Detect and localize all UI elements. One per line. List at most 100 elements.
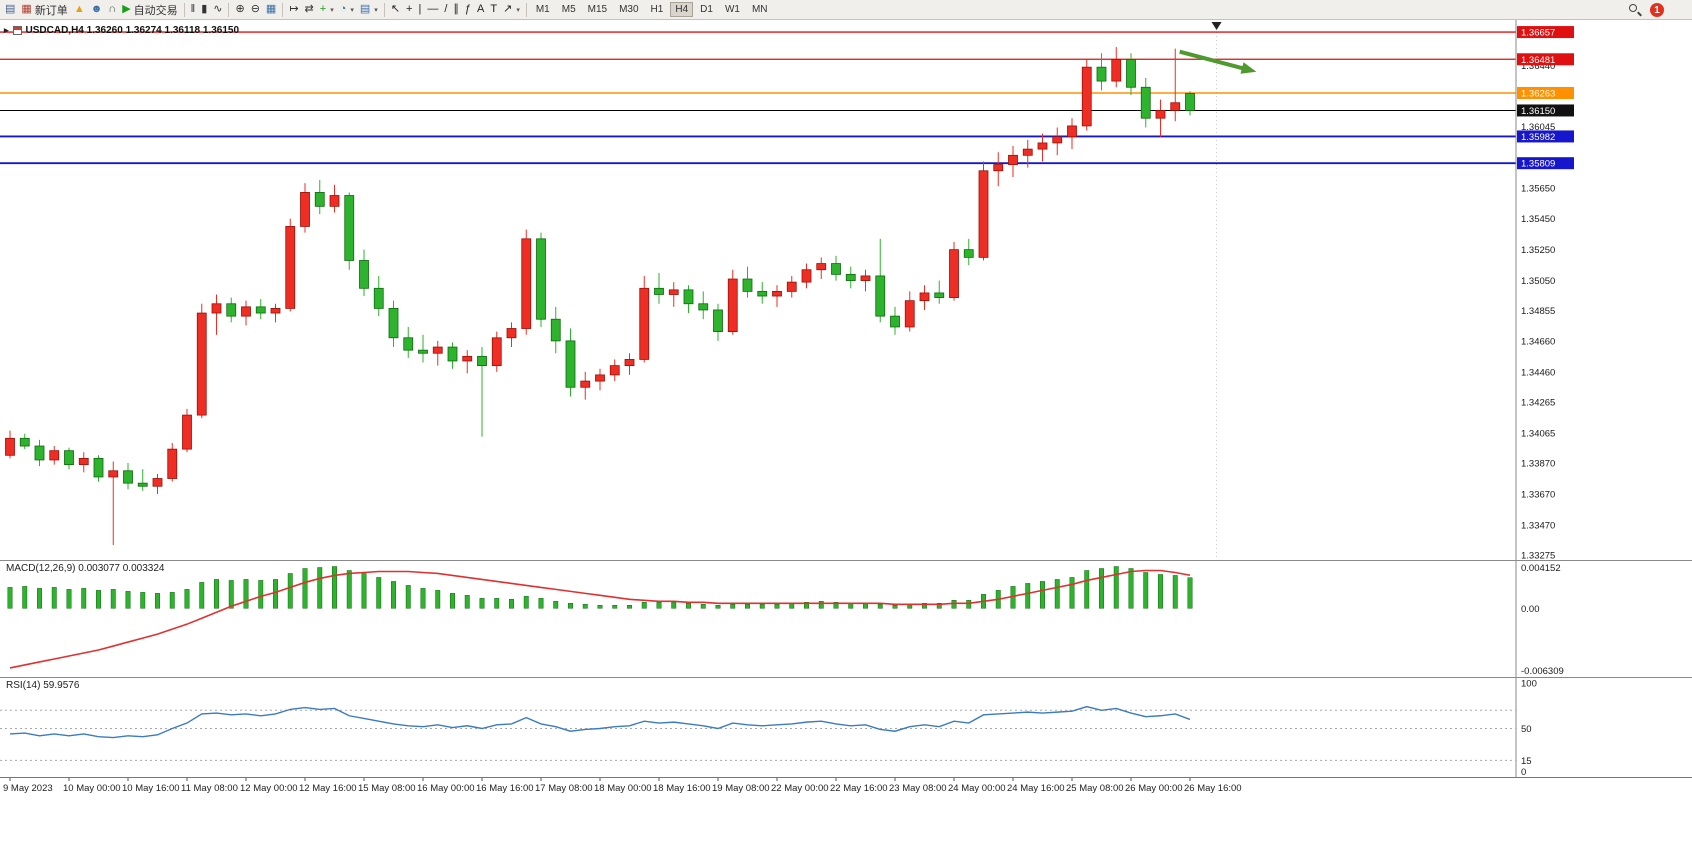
toolbar-separator <box>183 2 185 17</box>
autotrading-button[interactable]: ▶ 自动交易 <box>119 1 180 19</box>
zoom-out-button[interactable]: ⊖ <box>248 1 263 19</box>
zoom-in-button[interactable]: ⊕ <box>232 1 247 19</box>
svg-text:1.33470: 1.33470 <box>1521 520 1555 531</box>
svg-text:19 May 08:00: 19 May 08:00 <box>712 783 770 794</box>
crosshair-icon: + <box>406 3 413 15</box>
tile-windows-button[interactable]: ▦ <box>263 1 279 19</box>
svg-text:1.34065: 1.34065 <box>1521 428 1555 439</box>
market-watch-icon: ☻ <box>90 3 103 15</box>
timeframe-m1-button[interactable]: M1 <box>535 4 550 15</box>
arrows-icon: ↗ <box>503 3 513 15</box>
timeframe-mn-button[interactable]: MN <box>751 4 768 15</box>
indicators-button[interactable]: + ▾ <box>317 1 337 19</box>
arrows-button[interactable]: ↗ ▾ <box>500 1 523 19</box>
svg-text:1.33870: 1.33870 <box>1521 459 1555 470</box>
auto-scroll-button[interactable]: ⇄ <box>302 1 317 19</box>
bar-chart-button[interactable]: ‖ <box>188 1 199 19</box>
macd-panel-canvas[interactable]: 0.004152 0.00 -0.006309 <box>0 560 1692 677</box>
market-watch-button[interactable]: ☻ <box>88 1 106 19</box>
svg-text:15: 15 <box>1521 756 1532 767</box>
templates-button[interactable]: ▤ ▾ <box>357 1 381 19</box>
channel-button[interactable]: ∥ <box>450 1 462 19</box>
autotrading-label: 自动交易 <box>133 4 178 17</box>
search-icon[interactable] <box>1629 3 1642 17</box>
svg-text:1.33275: 1.33275 <box>1521 551 1555 560</box>
fibonacci-icon: ƒ <box>464 3 472 15</box>
text-button[interactable]: A <box>474 1 487 19</box>
periods-dropdown-icon[interactable]: ▾ <box>350 6 354 14</box>
toolbar-separator <box>383 2 385 17</box>
rsi-panel-canvas[interactable]: 100 50 150 <box>0 677 1692 777</box>
timeframe-m5-button[interactable]: M5 <box>561 4 576 15</box>
metaeditor-button[interactable]: ▲ <box>71 1 88 19</box>
timeframe-m30-button[interactable]: M30 <box>619 4 639 15</box>
chart-title: ▸ USDCAD,H4 1.36260 1.36274 1.36118 1.36… <box>4 25 239 36</box>
svg-text:1.35050: 1.35050 <box>1521 276 1555 287</box>
cursor-button[interactable]: ↖ <box>388 1 403 19</box>
price-chart-canvas[interactable]: 1.36440 1.36045 1.35650 1.35450 1.35250 1.350… <box>0 20 1692 560</box>
toolbar: ▤ ▦ 新订单 ▲ ☻ ∩ ▶ 自动交易 ‖ ▮ ∿ ⊕ ⊖ ▦ ↦ ⇄ + ▾ ◔ ▾ ▤ ▾ ↖ + | — / ∥ ƒ A T ↗ ▾ M1… <box>0 0 1692 20</box>
vertical-line-button[interactable]: | <box>415 1 424 19</box>
new-order-button[interactable]: ▦ 新订单 <box>18 1 70 19</box>
svg-text:18 May 00:00: 18 May 00:00 <box>594 783 652 794</box>
new-order-label: 新订单 <box>34 4 68 17</box>
rsi-axis-labels: 100 50 150 <box>1521 679 1537 778</box>
notification-badge[interactable]: 1 <box>1650 3 1664 17</box>
tile-windows-icon: ▦ <box>265 3 277 15</box>
timeframe-d1-button[interactable]: D1 <box>700 4 713 15</box>
price-badge-1.35809 <box>1517 157 1574 170</box>
svg-text:1.35250: 1.35250 <box>1521 245 1555 256</box>
crosshair-button[interactable]: + <box>403 1 415 19</box>
svg-text:-0.006309: -0.006309 <box>1521 666 1564 677</box>
svg-text:22 May 00:00: 22 May 00:00 <box>771 783 829 794</box>
svg-text:22 May 16:00: 22 May 16:00 <box>830 783 888 794</box>
timeframe-w1-button[interactable]: W1 <box>724 4 740 15</box>
svg-text:1.36657: 1.36657 <box>1521 28 1555 39</box>
metaeditor-icon: ▲ <box>73 3 85 15</box>
svg-text:15 May 08:00: 15 May 08:00 <box>358 783 416 794</box>
svg-text:16 May 16:00: 16 May 16:00 <box>476 783 534 794</box>
templates-dropdown-icon[interactable]: ▾ <box>374 6 378 14</box>
timeframe-h4-button[interactable]: H4 <box>670 2 694 17</box>
timeframe-h1-button[interactable]: H1 <box>650 4 664 15</box>
text-label-button[interactable]: T <box>487 1 500 19</box>
triangle-marker[interactable] <box>1211 22 1222 31</box>
templates-icon: ▤ <box>359 3 371 15</box>
text-label-icon: T <box>490 3 498 15</box>
horizontal-line-button[interactable]: — <box>424 1 441 19</box>
trendline-button[interactable]: / <box>441 1 450 19</box>
arrows-dropdown-icon[interactable]: ▾ <box>516 6 520 14</box>
time-axis[interactable]: 9 May 2023 10 May 00:00 10 May 16:00 11 May… <box>0 777 1692 799</box>
rsi-line <box>9 705 1191 739</box>
svg-text:50: 50 <box>1521 724 1532 735</box>
trendline-icon: / <box>444 3 448 15</box>
time-axis-labels: 9 May 2023 10 May 00:00 10 May 16:00 11 May… <box>3 778 1242 794</box>
candlestick-chart-button[interactable]: ▮ <box>198 1 210 19</box>
svg-text:23 May 08:00: 23 May 08:00 <box>889 783 947 794</box>
trend-arrow-annotation[interactable] <box>1179 49 1246 71</box>
periods-button[interactable]: ◔ ▾ <box>337 1 357 19</box>
price-badge-1.36481 <box>1517 53 1574 66</box>
periods-icon: ◔ <box>339 3 347 15</box>
chart-shift-button[interactable]: ↦ <box>286 1 301 19</box>
price-badge-1.36657 <box>1517 26 1574 39</box>
svg-text:1.35450: 1.35450 <box>1521 214 1555 225</box>
candles <box>5 47 1195 545</box>
svg-text:1.36150: 1.36150 <box>1521 106 1555 117</box>
toolbar-separator <box>228 2 230 17</box>
new-chart-button[interactable]: ▤ <box>2 1 18 19</box>
svg-text:1.34460: 1.34460 <box>1521 367 1555 378</box>
alerts-button[interactable]: ∩ <box>105 1 119 19</box>
autotrading-icon: ▶ <box>122 3 131 15</box>
indicators-dropdown-icon[interactable]: ▾ <box>330 6 334 14</box>
toolbar-right: 1 <box>1629 0 1664 20</box>
svg-text:1.35650: 1.35650 <box>1521 183 1555 194</box>
line-chart-button[interactable]: ∿ <box>210 1 225 19</box>
svg-text:1.34660: 1.34660 <box>1521 336 1555 347</box>
fibonacci-button[interactable]: ƒ <box>462 1 474 19</box>
svg-text:1.36263: 1.36263 <box>1521 88 1555 99</box>
svg-text:10 May 16:00: 10 May 16:00 <box>122 783 180 794</box>
one-click-trading-toggle[interactable]: ▸ <box>4 25 9 35</box>
new-order-icon: ▦ <box>21 3 32 15</box>
timeframe-m15-button[interactable]: M15 <box>587 4 608 15</box>
